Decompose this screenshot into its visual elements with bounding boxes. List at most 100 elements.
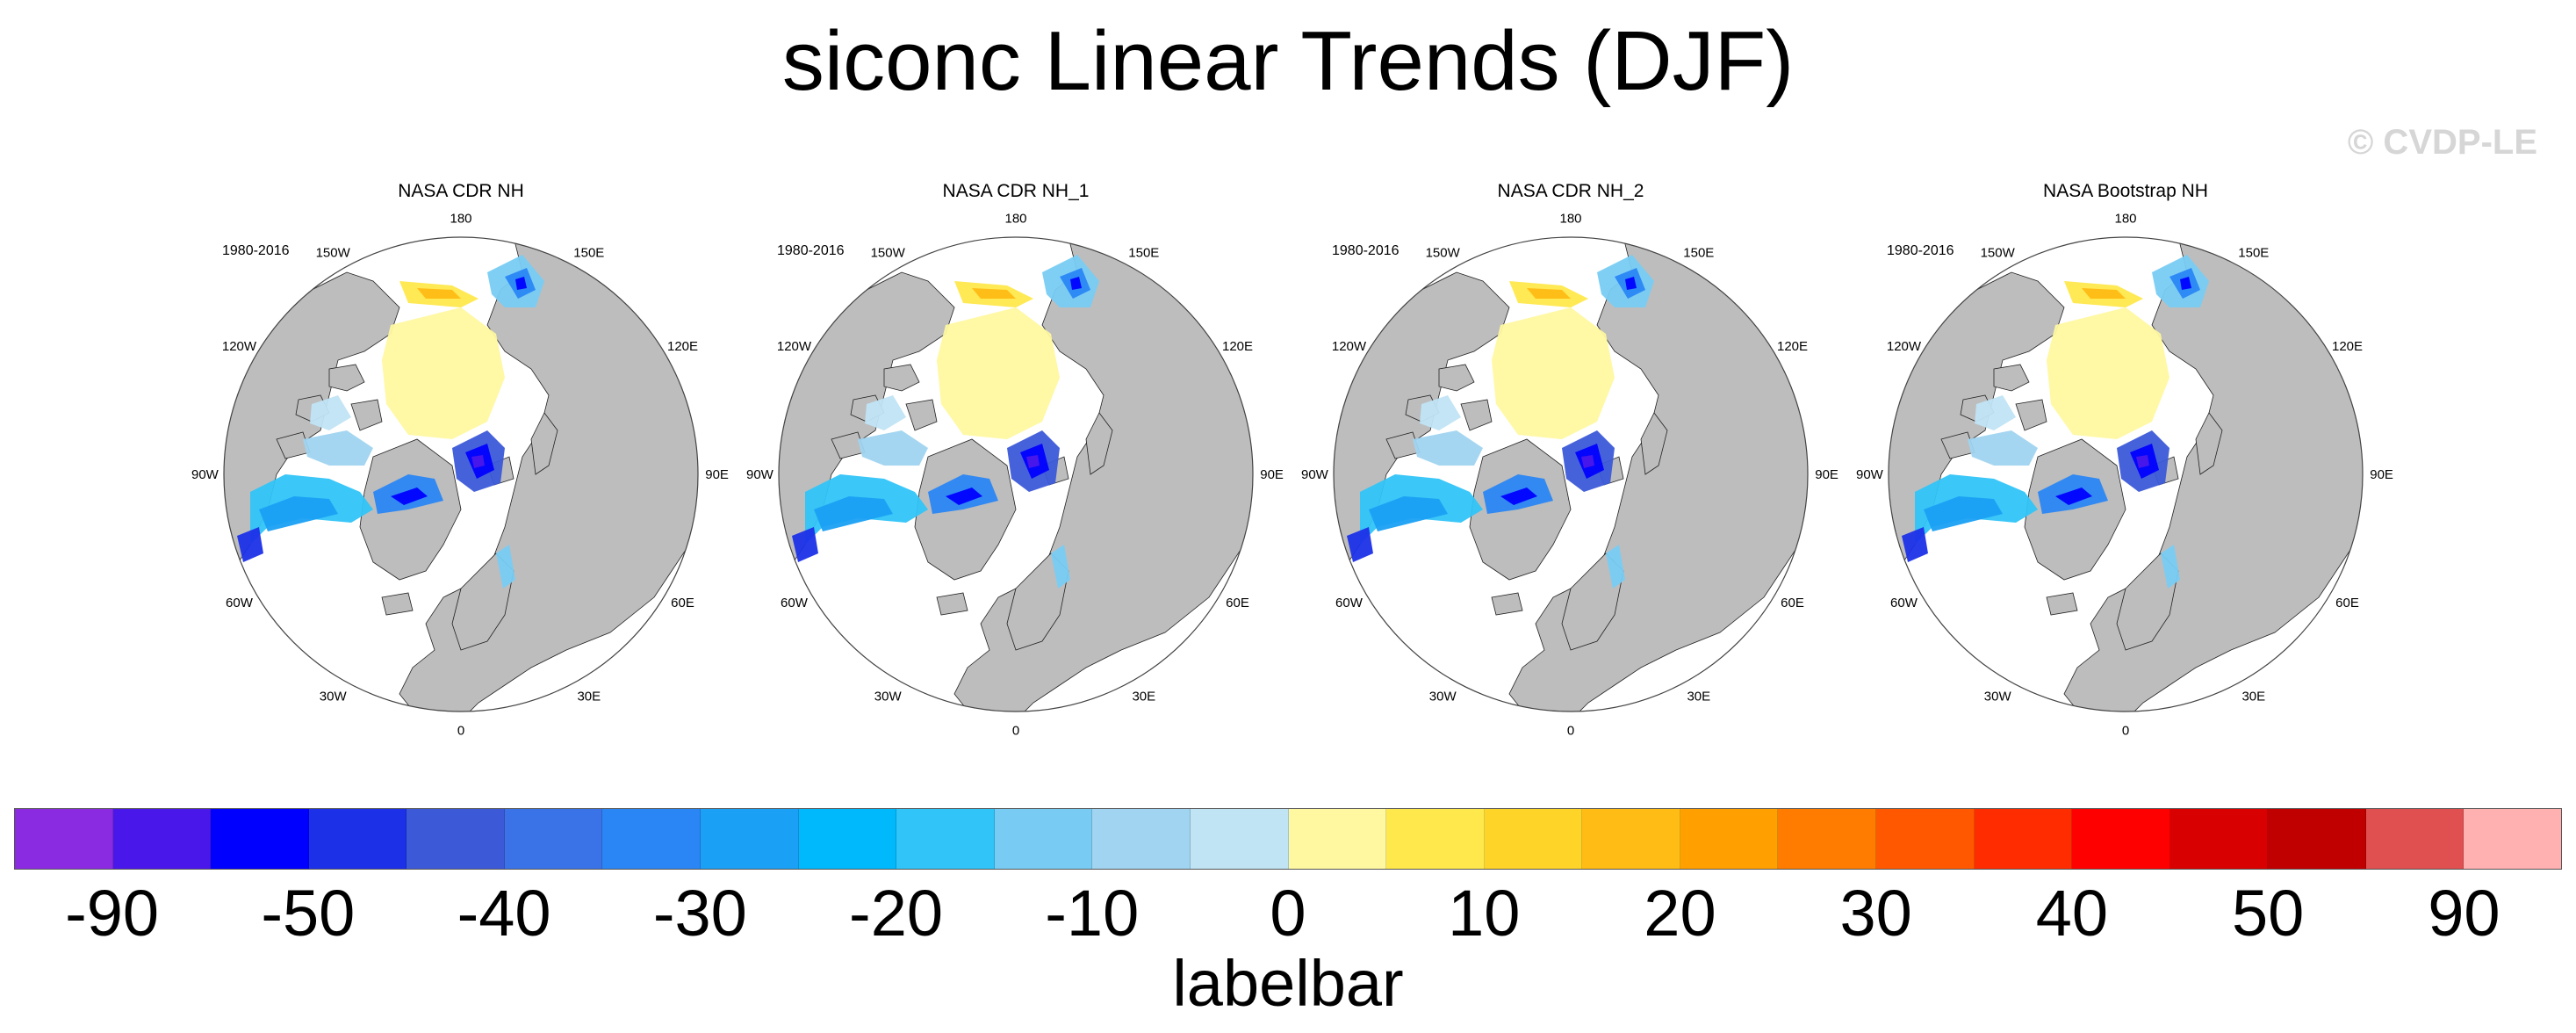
ice-trend-patch <box>1070 277 1082 290</box>
land-mass <box>905 399 938 431</box>
longitude-label: 150E <box>2238 245 2269 260</box>
ice-trend-patch <box>1975 395 2016 430</box>
polar-map: NASA Bootstrap NH 1980-2016 180 150E 120E 90E… <box>1856 181 2393 739</box>
ice-trend-patch <box>1924 496 2003 531</box>
period-label: 1980-2016 <box>222 243 290 258</box>
longitude-label: 60W <box>781 596 809 610</box>
land-mass <box>1460 399 1493 431</box>
ice-trend-patch <box>2055 488 2092 505</box>
ice-trend-patch <box>1500 488 1537 505</box>
longitude-label: 30E <box>2241 690 2265 704</box>
longitude-label: 60E <box>2335 596 2359 610</box>
land-mass <box>883 364 920 392</box>
longitude-label: 30W <box>320 690 348 704</box>
colorbar-tick-label: -10 <box>1045 877 1140 950</box>
colorbar-tick-label: -40 <box>457 877 551 950</box>
longitude-label: 150W <box>871 245 906 260</box>
longitude-label: 150E <box>1683 245 1714 260</box>
ice-trend-patch <box>1492 307 1615 439</box>
longitude-label: 0 <box>1012 724 1019 739</box>
colorbar-tick-label: -20 <box>849 877 944 950</box>
map-boundary <box>1888 236 2364 712</box>
map-boundary <box>223 236 699 712</box>
longitude-label: 90W <box>746 467 774 482</box>
land-mass <box>1640 412 1668 475</box>
colorbar-swatch <box>407 809 505 869</box>
longitude-label: 30E <box>1132 690 1155 704</box>
polar-map: NASA CDR NH_2 1980-2016 180 150E 120E 90E 60E 3… <box>1301 181 1838 739</box>
longitude-label: 30E <box>577 690 601 704</box>
colorbar-tick-label: 90 <box>2428 877 2500 950</box>
ice-trend-patch <box>382 307 505 439</box>
colorbar-swatch <box>1484 809 1583 869</box>
longitude-label: 150E <box>1128 245 1159 260</box>
panel-title: NASA CDR NH_2 <box>1498 181 1644 201</box>
ice-trend-patch <box>237 527 263 562</box>
colorbar-swatch <box>308 809 407 869</box>
ice-trend-patch <box>471 455 485 468</box>
ice-trend-patch <box>1625 277 1637 290</box>
longitude-label: 90E <box>2370 467 2393 482</box>
longitude-label: 60W <box>226 596 254 610</box>
ice-trend-patch <box>417 288 461 299</box>
colorbar-tick-label: -30 <box>652 877 747 950</box>
longitude-label: 120W <box>222 339 257 354</box>
ice-trend-patch <box>1026 455 1040 468</box>
longitude-label: 60E <box>671 596 694 610</box>
colorbar-swatch <box>1875 809 1975 869</box>
colorbar-swatch <box>2365 809 2464 869</box>
colorbar-tick-label: 0 <box>1270 877 1306 950</box>
longitude-label: 0 <box>2122 724 2129 739</box>
longitude-label: 150W <box>316 245 351 260</box>
colorbar-swatch <box>1778 809 1876 869</box>
colorbar-swatch <box>1092 809 1191 869</box>
colorbar-tick-label: 10 <box>1448 877 1521 950</box>
ice-trend-patch <box>858 430 928 466</box>
longitude-label: 0 <box>457 724 464 739</box>
period-label: 1980-2016 <box>1887 243 1954 258</box>
ice-trend-patch <box>1606 545 1625 589</box>
colorbar-swatch <box>2169 809 2269 869</box>
longitude-label: 60W <box>1890 596 1918 610</box>
colorbar-swatch <box>1974 809 2073 869</box>
ice-trend-patch <box>1051 545 1070 589</box>
ice-trend-patch <box>2047 307 2169 439</box>
ice-trend-patch <box>310 395 351 430</box>
ice-trend-patch <box>1413 430 1483 466</box>
ice-trend-patch <box>814 496 893 531</box>
panel-title: NASA CDR NH <box>398 181 524 201</box>
colorbar-tick-label: 20 <box>1644 877 1716 950</box>
map-boundary <box>778 236 1254 712</box>
longitude-label: 120E <box>1777 339 1808 354</box>
longitude-label: 150W <box>1981 245 2016 260</box>
ice-trend-patch <box>2082 288 2126 299</box>
main-title: siconc Linear Trends (DJF) <box>781 14 1795 108</box>
ice-trend-patch <box>1420 395 1461 430</box>
land-mass <box>1491 592 1523 616</box>
ice-trend-patch <box>1968 430 2038 466</box>
longitude-label: 150W <box>1426 245 1461 260</box>
colorbar-swatch <box>1680 809 1779 869</box>
panel-title: NASA Bootstrap NH <box>2043 181 2208 201</box>
longitude-label: 30W <box>874 690 903 704</box>
map-content <box>224 237 698 712</box>
longitude-label: 120W <box>1887 339 1922 354</box>
colorbar-swatch <box>1386 809 1485 869</box>
colorbar <box>14 808 2562 870</box>
period-label: 1980-2016 <box>777 243 845 258</box>
ice-trend-patch <box>1902 527 1928 562</box>
land-mass <box>2195 412 2223 475</box>
longitude-label: 150E <box>573 245 604 260</box>
colorbar-swatch <box>2268 809 2366 869</box>
ice-trend-patch <box>1527 288 1571 299</box>
map-content <box>779 237 1253 712</box>
longitude-label: 180 <box>1559 211 1581 226</box>
ice-trend-patch <box>391 488 428 505</box>
longitude-label: 90W <box>1856 467 1884 482</box>
ice-trend-patch <box>1369 496 1448 531</box>
land-mass <box>1438 364 1475 392</box>
land-mass <box>530 412 558 475</box>
longitude-label: 90E <box>705 467 729 482</box>
longitude-label: 120W <box>1332 339 1367 354</box>
colorbar-swatch <box>112 809 212 869</box>
